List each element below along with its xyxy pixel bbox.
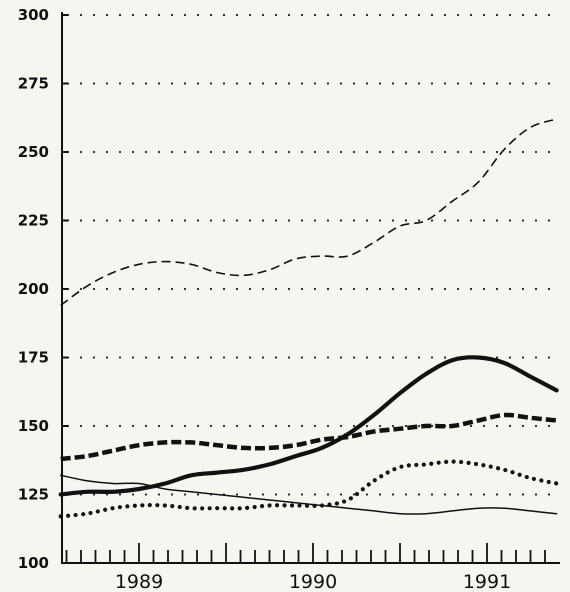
y-tick-label: 225 xyxy=(18,212,49,230)
series-line-thick-solid xyxy=(58,355,559,497)
y-tick-label: 125 xyxy=(18,486,49,504)
x-tick-label: 1991 xyxy=(463,571,511,592)
x-tick-label: 1989 xyxy=(115,571,163,592)
series-line-thin-solid xyxy=(59,474,558,515)
axes xyxy=(61,12,560,564)
series-line-thin-dashed xyxy=(60,118,557,307)
tick-labels: 100 125 150 175 200 225 250 275 300 1989 1990 1991 xyxy=(18,6,511,592)
y-tick-label: 200 xyxy=(18,280,49,298)
x-tick-label: 1990 xyxy=(289,571,337,592)
y-tick-label: 300 xyxy=(18,6,49,24)
series-line-thick-dotted xyxy=(58,459,559,519)
y-tick-label: 150 xyxy=(18,417,49,435)
grid-lines xyxy=(66,13,564,496)
series-lines xyxy=(58,118,559,519)
y-tick-label: 250 xyxy=(18,143,49,161)
y-tick-label: 175 xyxy=(18,349,49,367)
y-tick-label: 275 xyxy=(18,75,49,93)
y-tick-label: 100 xyxy=(18,554,49,572)
